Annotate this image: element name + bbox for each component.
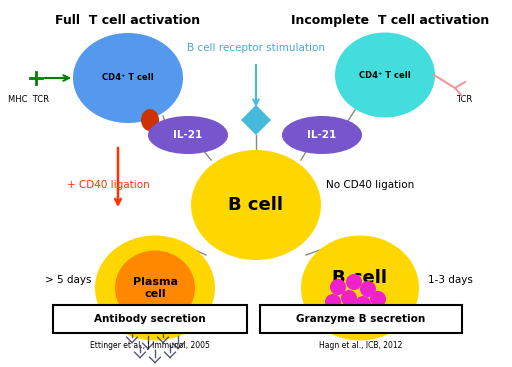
Ellipse shape — [115, 251, 195, 326]
Text: > 5 days: > 5 days — [45, 275, 91, 285]
Text: TCR: TCR — [456, 95, 472, 105]
Ellipse shape — [335, 33, 435, 117]
Ellipse shape — [282, 116, 362, 154]
FancyBboxPatch shape — [53, 305, 247, 333]
Text: B cell: B cell — [332, 269, 388, 287]
Ellipse shape — [141, 109, 159, 131]
Circle shape — [370, 291, 386, 307]
Text: Full  T cell activation: Full T cell activation — [55, 14, 201, 27]
Ellipse shape — [95, 236, 215, 341]
Text: Hagn et al., ICB, 2012: Hagn et al., ICB, 2012 — [319, 342, 402, 350]
Text: B cell: B cell — [228, 196, 284, 214]
Circle shape — [341, 290, 357, 306]
Text: Antibody secretion: Antibody secretion — [94, 314, 206, 324]
Text: CD4⁺ T cell: CD4⁺ T cell — [102, 73, 154, 83]
Ellipse shape — [301, 236, 419, 341]
Circle shape — [330, 279, 346, 295]
Text: Granzyme B secretion: Granzyme B secretion — [296, 314, 425, 324]
Text: Ettinger et al., J Immunol, 2005: Ettinger et al., J Immunol, 2005 — [90, 342, 210, 350]
Text: No CD40 ligation: No CD40 ligation — [326, 180, 414, 190]
Ellipse shape — [191, 150, 321, 260]
Polygon shape — [241, 105, 271, 135]
Text: Incomplete  T cell activation: Incomplete T cell activation — [291, 14, 489, 27]
Text: Plasma
cell: Plasma cell — [133, 277, 178, 299]
Circle shape — [325, 294, 341, 310]
Text: MHC  TCR: MHC TCR — [8, 95, 49, 105]
Circle shape — [360, 281, 376, 297]
Text: + CD40 ligation: + CD40 ligation — [67, 180, 150, 190]
Text: CD4⁺ T cell: CD4⁺ T cell — [359, 70, 411, 80]
Ellipse shape — [148, 116, 228, 154]
Text: IL-21: IL-21 — [307, 130, 336, 140]
Text: B cell receptor stimulation: B cell receptor stimulation — [187, 43, 325, 53]
Text: 1-3 days: 1-3 days — [428, 275, 473, 285]
Ellipse shape — [73, 33, 183, 123]
Circle shape — [355, 296, 371, 312]
Circle shape — [346, 274, 362, 290]
FancyBboxPatch shape — [260, 305, 462, 333]
Text: IL-21: IL-21 — [174, 130, 203, 140]
